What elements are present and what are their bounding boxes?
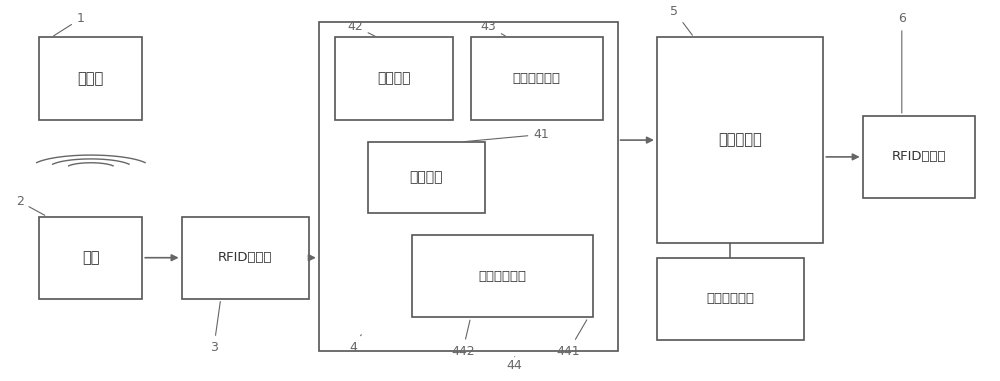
Text: 5: 5: [670, 5, 692, 35]
Text: 二维码读取端: 二维码读取端: [478, 270, 526, 283]
Bar: [182, 217, 309, 299]
Text: 4: 4: [349, 335, 361, 354]
Text: 3: 3: [210, 301, 220, 354]
Text: 显示模块: 显示模块: [377, 72, 411, 85]
Text: 控制模块: 控制模块: [410, 170, 443, 184]
Text: 44: 44: [507, 357, 523, 373]
Text: RFID读卡器: RFID读卡器: [218, 251, 272, 264]
Text: 天线: 天线: [82, 250, 100, 265]
Text: 门禁卡: 门禁卡: [78, 71, 104, 86]
Text: 42: 42: [347, 20, 375, 36]
Bar: [657, 258, 804, 340]
Text: 系统服务器: 系统服务器: [718, 133, 762, 147]
Bar: [319, 22, 618, 351]
Text: 41: 41: [464, 128, 549, 142]
Text: 2: 2: [16, 195, 45, 215]
Text: 441: 441: [557, 320, 587, 357]
Bar: [863, 116, 975, 198]
Text: 6: 6: [898, 12, 906, 113]
Bar: [39, 37, 142, 120]
Bar: [368, 142, 485, 213]
Text: 1: 1: [54, 12, 84, 36]
Text: RFID发卡器: RFID发卡器: [892, 150, 946, 163]
Bar: [657, 37, 823, 243]
Bar: [471, 37, 603, 120]
Bar: [39, 217, 142, 299]
Text: 语音提示模块: 语音提示模块: [513, 72, 561, 85]
Text: 442: 442: [451, 320, 475, 357]
Bar: [412, 235, 593, 317]
Text: 43: 43: [480, 20, 505, 36]
Text: 二维码生成端: 二维码生成端: [706, 292, 754, 305]
Bar: [335, 37, 453, 120]
